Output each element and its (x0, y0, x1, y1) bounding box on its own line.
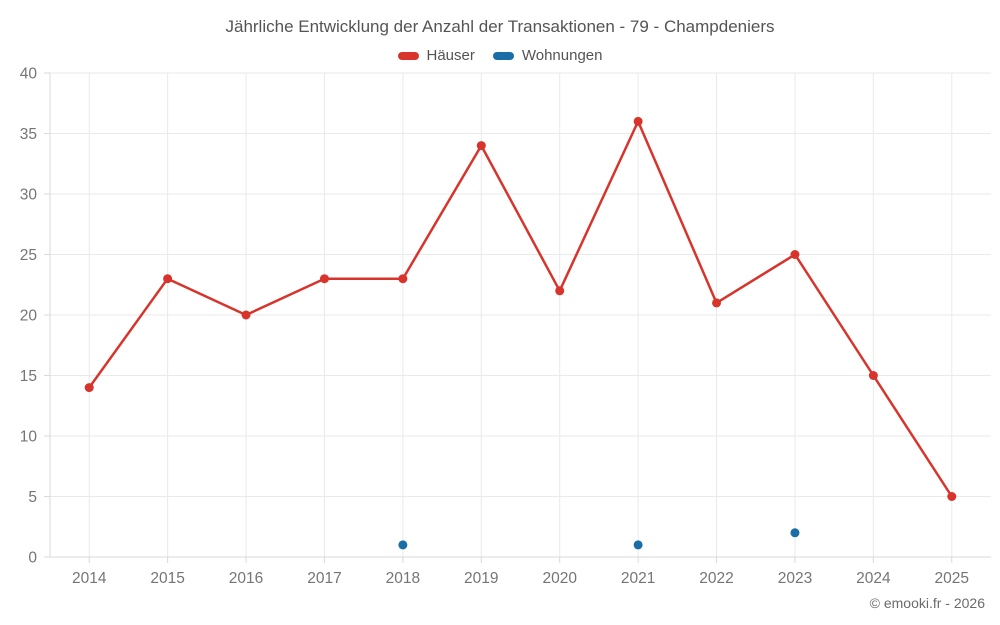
y-tick-label: 10 (20, 429, 38, 446)
data-point-häuser-2021[interactable] (633, 116, 643, 126)
legend-item-wohnungen[interactable]: Wohnungen (492, 47, 603, 64)
x-tick-label: 2014 (72, 570, 107, 587)
x-tick-label: 2019 (464, 570, 498, 587)
data-point-wohnungen-2018[interactable] (398, 540, 408, 550)
data-point-häuser-2014[interactable] (84, 383, 94, 393)
data-point-häuser-2017[interactable] (319, 274, 329, 284)
y-tick-label: 25 (20, 247, 37, 264)
x-tick-label: 2022 (699, 570, 733, 587)
y-tick-label: 30 (20, 187, 38, 204)
data-point-häuser-2018[interactable] (398, 274, 408, 284)
data-point-häuser-2023[interactable] (790, 250, 800, 259)
y-tick-label: 15 (20, 368, 37, 385)
x-tick-label: 2023 (778, 570, 812, 587)
data-point-häuser-2019[interactable] (476, 141, 486, 151)
x-tick-label: 2020 (542, 570, 577, 587)
data-point-häuser-2016[interactable] (241, 310, 251, 320)
data-point-häuser-2024[interactable] (868, 371, 878, 380)
legend-label-wohnungen: Wohnungen (521, 47, 603, 64)
legend-label-haeuser: Häuser (426, 47, 475, 64)
copyright-text: © emooki.fr - 2026 (869, 595, 985, 611)
series-line-0 (87, 120, 954, 498)
data-point-häuser-2025[interactable] (947, 492, 957, 501)
x-tick-label: 2015 (150, 570, 184, 587)
data-point-häuser-2022[interactable] (712, 298, 722, 308)
legend-swatch-haeuser-icon (397, 51, 419, 60)
y-tick-label: 20 (20, 308, 38, 325)
data-series (84, 116, 957, 550)
gridlines (50, 72, 991, 558)
data-point-wohnungen-2023[interactable] (790, 528, 800, 538)
x-tick-label: 2016 (229, 570, 263, 587)
legend-item-haeuser[interactable]: Häuser (397, 47, 475, 64)
x-tick-label: 2021 (621, 570, 655, 587)
chart-title: Jährliche Entwicklung der Anzahl der Tra… (225, 17, 775, 36)
y-tick-label: 5 (28, 489, 37, 506)
chart-legend: Häuser Wohnungen (0, 47, 1000, 64)
x-tick-label: 2018 (386, 570, 420, 587)
y-tick-label: 0 (28, 550, 37, 567)
x-tick-label: 2024 (856, 570, 891, 587)
y-tick-label: 40 (20, 66, 38, 83)
x-tick-label: 2025 (935, 570, 969, 587)
data-point-häuser-2015[interactable] (163, 274, 173, 284)
y-tick-label: 35 (20, 126, 37, 143)
data-point-häuser-2020[interactable] (555, 286, 565, 296)
data-point-wohnungen-2021[interactable] (633, 540, 643, 550)
axes (44, 72, 991, 563)
legend-swatch-wohnungen-icon (492, 51, 514, 60)
x-tick-label: 2017 (307, 570, 341, 587)
